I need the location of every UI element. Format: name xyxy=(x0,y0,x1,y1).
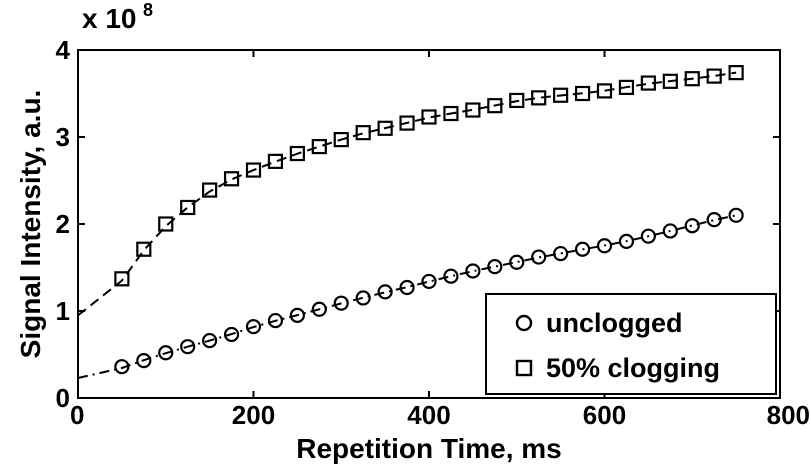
point-unclogged xyxy=(245,319,262,335)
point-unclogged xyxy=(136,352,152,369)
point-50-clogging xyxy=(245,162,262,178)
point-unclogged xyxy=(114,359,130,375)
point-50-clogging xyxy=(311,138,327,155)
point-50-clogging xyxy=(289,145,305,162)
y-axis-multiplier: x 10 8 xyxy=(82,0,153,34)
x-tick-label: 0 xyxy=(70,400,84,430)
y-tick-label: 4 xyxy=(56,35,71,65)
ticks xyxy=(77,49,781,399)
point-50-clogging xyxy=(618,79,635,96)
point-50-clogging xyxy=(465,102,481,118)
point-unclogged xyxy=(289,307,305,323)
point-unclogged xyxy=(311,301,327,317)
multiplier-base: x 10 xyxy=(82,3,137,34)
data-points xyxy=(114,65,744,375)
x-tick-label: 200 xyxy=(232,400,275,430)
legend-label: unclogged xyxy=(546,308,683,338)
y-tick-label: 3 xyxy=(56,122,70,152)
point-unclogged xyxy=(706,212,722,228)
fit-lines xyxy=(77,71,737,379)
point-unclogged xyxy=(465,263,481,279)
point-unclogged xyxy=(596,238,613,254)
legend-label: 50% clogging xyxy=(546,353,720,383)
point-unclogged xyxy=(574,241,591,257)
point-50-clogging xyxy=(136,241,152,257)
legend-box xyxy=(485,293,777,395)
point-50-clogging xyxy=(531,90,547,106)
x-tick-label: 400 xyxy=(407,400,450,430)
point-unclogged xyxy=(728,207,744,223)
point-unclogged xyxy=(180,339,196,355)
point-unclogged xyxy=(333,295,349,311)
point-unclogged xyxy=(377,284,393,300)
x-tick-label: 600 xyxy=(583,400,626,430)
x-axis-label: Repetition Time, ms xyxy=(296,433,562,464)
point-50-clogging xyxy=(728,65,744,81)
legend-marker-unclogged xyxy=(515,314,533,332)
fit-line xyxy=(77,214,737,379)
point-50-clogging xyxy=(180,199,196,216)
point-unclogged xyxy=(684,218,700,234)
point-unclogged xyxy=(553,245,569,262)
point-unclogged xyxy=(443,268,459,284)
point-50-clogging xyxy=(574,85,591,102)
point-50-clogging xyxy=(377,120,393,136)
legend: unclogged 50% clogging xyxy=(485,293,777,395)
point-50-clogging xyxy=(553,87,569,103)
point-50-clogging xyxy=(421,109,437,125)
fit-line xyxy=(77,71,737,317)
point-unclogged xyxy=(355,290,371,306)
point-unclogged xyxy=(509,254,525,270)
legend-marker-50-clogging xyxy=(515,359,533,377)
point-unclogged xyxy=(158,345,174,361)
y-tick-label: 1 xyxy=(56,296,70,326)
point-50-clogging xyxy=(355,125,371,141)
point-unclogged xyxy=(618,233,635,249)
point-50-clogging xyxy=(640,75,656,91)
point-50-clogging xyxy=(158,216,174,232)
point-unclogged xyxy=(399,279,415,296)
point-50-clogging xyxy=(684,71,700,87)
point-50-clogging xyxy=(509,92,525,109)
point-50-clogging xyxy=(443,105,459,122)
point-unclogged xyxy=(640,228,656,244)
point-unclogged xyxy=(487,259,503,275)
point-unclogged xyxy=(662,223,678,239)
y-tick-label: 0 xyxy=(56,383,70,413)
point-50-clogging xyxy=(399,115,415,131)
point-50-clogging xyxy=(596,83,613,99)
point-unclogged xyxy=(223,326,240,343)
point-50-clogging xyxy=(706,68,722,84)
point-unclogged xyxy=(421,273,437,290)
point-50-clogging xyxy=(487,98,503,114)
point-50-clogging xyxy=(267,153,284,169)
point-50-clogging xyxy=(333,132,349,148)
multiplier-exponent: 8 xyxy=(143,0,153,20)
point-unclogged xyxy=(267,312,284,329)
point-50-clogging xyxy=(202,182,218,198)
point-50-clogging xyxy=(662,73,678,89)
y-axis-label: Signal Intensity, a.u. xyxy=(15,90,46,359)
point-50-clogging xyxy=(114,271,130,287)
y-tick-label: 2 xyxy=(56,209,70,239)
point-50-clogging xyxy=(223,171,240,187)
point-unclogged xyxy=(531,249,547,265)
x-tick-label: 800 xyxy=(767,400,810,430)
tick-labels: 0 200 400 600 800 0 1 2 3 4 xyxy=(56,35,810,430)
point-unclogged xyxy=(202,332,218,349)
